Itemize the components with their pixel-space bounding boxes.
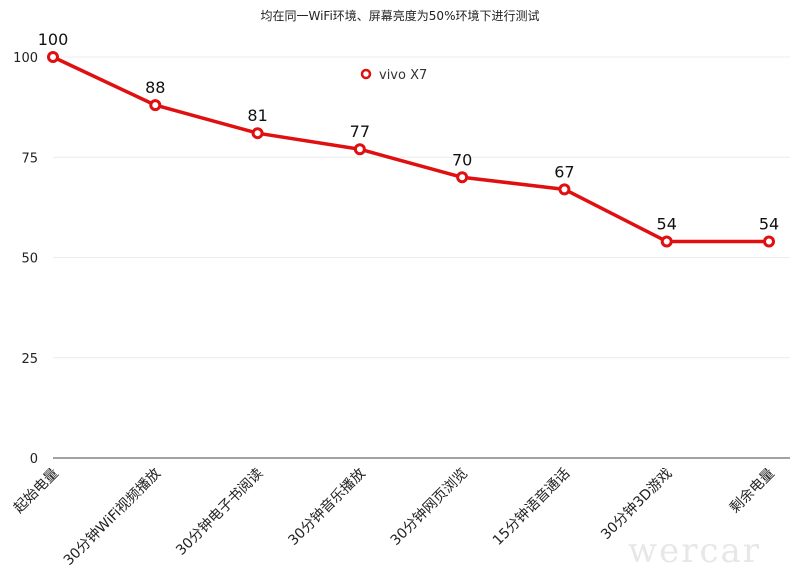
data-label: 81 [247, 106, 267, 125]
y-tick-label: 0 [30, 452, 38, 467]
y-axis: 0 25 50 75 100 [13, 51, 38, 467]
data-point [456, 171, 469, 184]
legend: vivo X7 [360, 68, 427, 83]
data-label: 100 [38, 30, 69, 49]
legend-label: vivo X7 [379, 68, 427, 83]
y-tick-label: 100 [13, 51, 38, 66]
data-point [47, 51, 59, 63]
data-label: 67 [554, 162, 574, 181]
data-label: 77 [350, 122, 370, 141]
data-point [353, 143, 366, 156]
data-point [251, 127, 264, 140]
y-tick-label: 50 [21, 252, 38, 267]
data-point [660, 235, 673, 248]
data-label: 88 [145, 78, 165, 97]
series-layer: 100 88 81 77 70 67 54 54 [38, 30, 779, 248]
x-tick-label: 30分钟音乐播放 [285, 465, 369, 549]
x-tick-label: 30分钟WiFi视频播放 [60, 465, 164, 569]
watermark: wercar [628, 531, 761, 571]
data-label: 70 [452, 150, 472, 169]
y-tick-label: 75 [21, 151, 38, 166]
series-line [51, 55, 771, 244]
data-point [763, 235, 775, 248]
x-tick-label: 起始电量 [11, 466, 62, 517]
grid [53, 56, 790, 459]
data-label: 54 [657, 214, 677, 233]
x-tick-label: 30分钟网页浏览 [387, 465, 471, 549]
chart-title: 均在同一WiFi环境、屏幕亮度为50%环境下进行测试 [261, 8, 540, 23]
legend-marker [360, 68, 372, 80]
x-tick-label: 15分钟语音通话 [489, 465, 573, 549]
data-point [558, 183, 571, 196]
y-tick-label: 25 [21, 352, 38, 367]
x-tick-label: 剩余电量 [726, 465, 778, 517]
data-label: 54 [759, 214, 779, 233]
data-point [149, 99, 162, 112]
x-tick-label: 30分钟电子书阅读 [172, 465, 266, 559]
